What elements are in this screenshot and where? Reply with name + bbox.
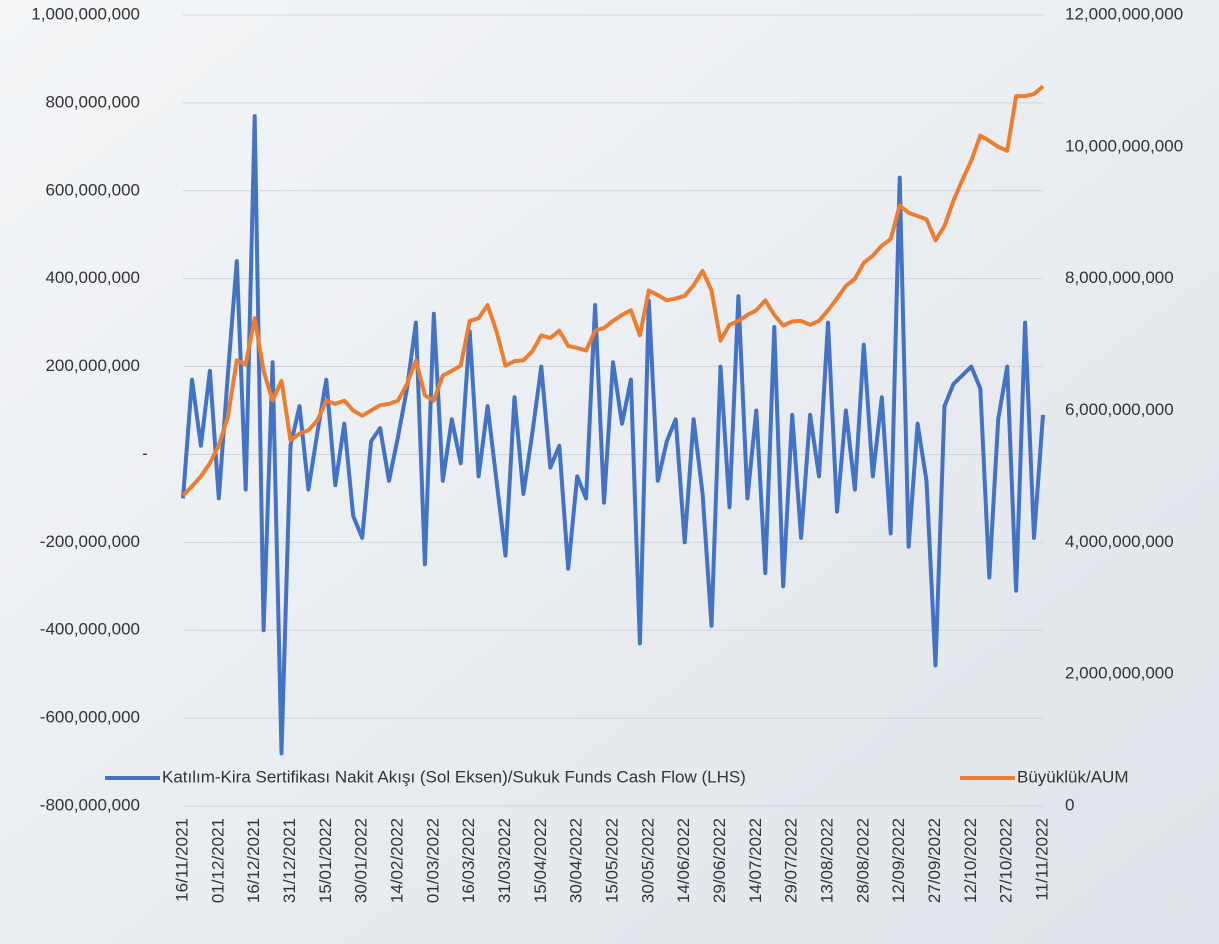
y-tick-label: 800,000,000	[45, 92, 140, 111]
legend-label: Büyüklük/AUM	[1017, 767, 1128, 786]
line-series	[181, 114, 1045, 756]
y2-tick-label: 4,000,000,000	[1065, 532, 1174, 551]
y2-tick-label: 0	[1065, 795, 1074, 814]
x-tick-label: 31/03/2022	[495, 818, 514, 903]
y-tick-label: -	[142, 444, 148, 463]
x-tick-label: 27/10/2022	[997, 818, 1016, 903]
y-tick-label: 1,000,000,000	[31, 4, 140, 23]
x-tick-label: 12/09/2022	[889, 818, 908, 903]
x-tick-label: 29/07/2022	[782, 818, 801, 903]
y2-tick-label: 10,000,000,000	[1065, 136, 1183, 155]
x-tick-label: 27/09/2022	[925, 818, 944, 903]
x-tick-label: 15/04/2022	[531, 818, 550, 903]
line-series	[181, 84, 1045, 497]
x-tick-label: 13/08/2022	[817, 818, 836, 903]
y-tick-label: -400,000,000	[40, 620, 140, 639]
x-tick-label: 30/05/2022	[638, 818, 657, 903]
y2-tick-label: 6,000,000,000	[1065, 400, 1174, 419]
x-tick-label: 01/12/2021	[208, 818, 227, 903]
y2-tick-label: 2,000,000,000	[1065, 664, 1174, 683]
y-tick-label: -600,000,000	[40, 708, 140, 727]
x-tick-label: 11/11/2022	[1032, 818, 1051, 901]
x-tick-label: 14/07/2022	[746, 818, 765, 903]
y-tick-label: 600,000,000	[45, 180, 140, 199]
y2-tick-label: 12,000,000,000	[1065, 4, 1183, 23]
x-tick-label: 15/05/2022	[602, 818, 621, 903]
y-tick-label: 400,000,000	[45, 268, 140, 287]
y-tick-label: 200,000,000	[45, 356, 140, 375]
x-tick-label: 16/11/2021	[172, 818, 191, 902]
x-tick-label: 29/06/2022	[710, 818, 729, 903]
x-tick-label: 16/12/2021	[244, 818, 263, 903]
x-tick-label: 12/10/2022	[961, 818, 980, 903]
x-tick-label: 30/04/2022	[567, 818, 586, 903]
x-tick-label: 01/03/2022	[423, 818, 442, 903]
x-tick-label: 28/08/2022	[853, 818, 872, 903]
x-tick-label: 30/01/2022	[352, 818, 371, 903]
legend-label: Katılım-Kira Sertifikası Nakit Akışı (So…	[162, 767, 746, 786]
x-tick-label: 31/12/2021	[280, 818, 299, 903]
y-tick-label: -200,000,000	[40, 532, 140, 551]
x-tick-label: 15/01/2022	[316, 818, 335, 903]
x-tick-label: 14/06/2022	[674, 818, 693, 903]
y-tick-label: -800,000,000	[40, 795, 140, 814]
y2-tick-label: 8,000,000,000	[1065, 268, 1174, 287]
x-tick-label: 16/03/2022	[459, 818, 478, 903]
x-tick-label: 14/02/2022	[387, 818, 406, 903]
